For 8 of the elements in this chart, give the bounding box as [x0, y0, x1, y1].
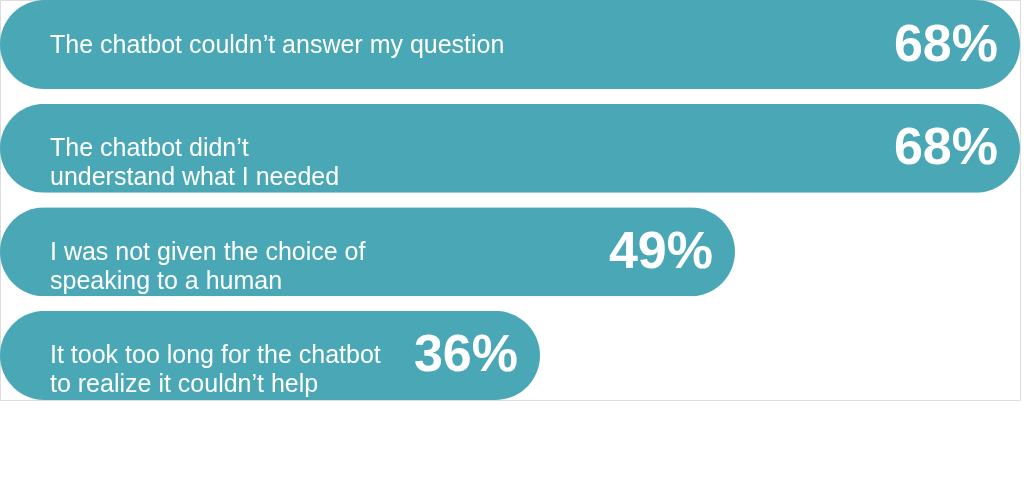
y-tick-label: The chatbot didn’t understand what I needed	[50, 133, 340, 191]
data-label: 49%	[608, 220, 713, 279]
data-label: 68%	[893, 13, 998, 72]
y-tick-label: I was not given the choice of speaking to a human	[50, 236, 366, 294]
data-label: 68%	[893, 117, 998, 176]
y-tick-label: The chatbot couldn’t answer my question	[50, 29, 505, 58]
data-label: 36%	[413, 324, 518, 383]
y-tick-label: It took too long for the chatbot to realize it couldn’t help	[50, 340, 381, 398]
